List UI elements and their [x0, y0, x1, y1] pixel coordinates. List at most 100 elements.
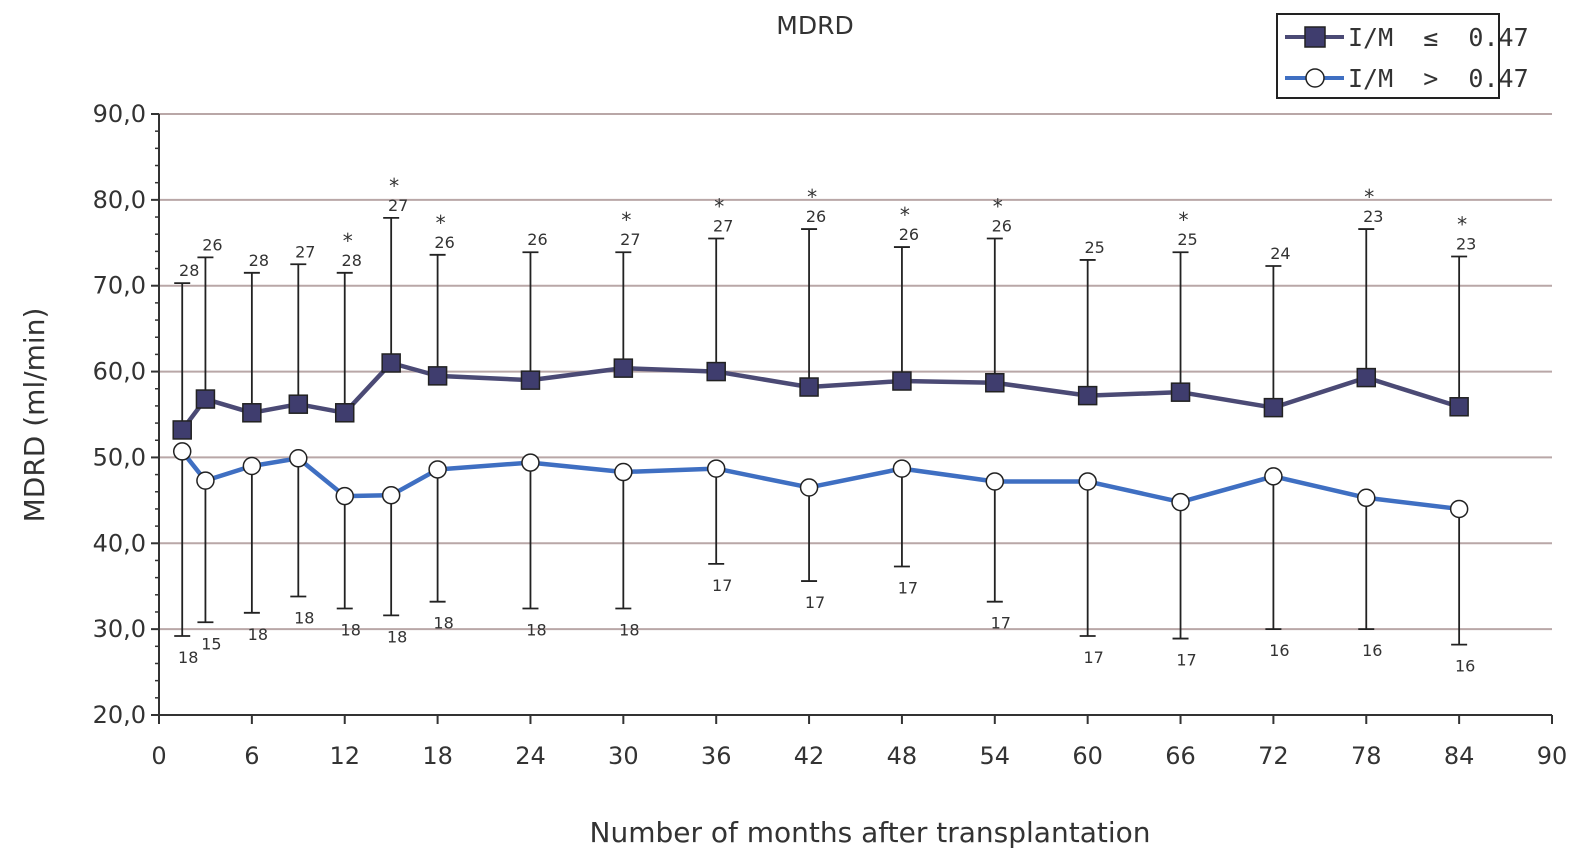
y-tick-label: 50,0	[93, 443, 146, 471]
y-tick-label: 80,0	[93, 186, 146, 214]
data-series	[172, 353, 1469, 519]
x-axis-label: Number of months after transplantation	[590, 816, 1151, 849]
significance-asterisk: *	[621, 208, 631, 232]
series1-point	[799, 377, 819, 397]
series1-n-label: 28	[342, 251, 362, 270]
series2-point	[1078, 472, 1097, 491]
series1-point	[288, 394, 309, 414]
series1-n-label: 26	[992, 216, 1012, 235]
series1-n-label: 26	[899, 225, 919, 244]
series2-n-label: 17	[805, 593, 825, 612]
series2-n-label: 17	[1176, 651, 1196, 670]
series2-point	[799, 478, 819, 497]
series2-point	[196, 471, 215, 490]
x-tick-label: 60	[1072, 742, 1103, 770]
series1-point	[427, 366, 448, 386]
series2-point	[335, 486, 354, 506]
series2-point	[1449, 499, 1469, 519]
legend-series1-label: I/M ≤ 0.47	[1348, 23, 1529, 52]
series2-point	[521, 453, 540, 472]
series2-point	[614, 462, 633, 482]
significance-asterisk: *	[993, 194, 1003, 218]
x-tick-label: 42	[794, 742, 825, 770]
series2-n-label: 18	[294, 609, 314, 628]
series2-n-label: 18	[526, 621, 546, 640]
significance-asterisk: *	[1179, 208, 1189, 232]
x-tick-label: 78	[1351, 742, 1382, 770]
y-tick-label: 70,0	[93, 272, 146, 300]
x-tick-label: 6	[244, 742, 259, 770]
legend-series1-marker	[1304, 26, 1326, 48]
series2-n-label: 18	[433, 614, 453, 633]
series1-point	[613, 358, 634, 378]
series2-point	[1171, 492, 1190, 512]
significance-asterisk: *	[807, 185, 817, 209]
series1-point	[1449, 397, 1469, 417]
series2-n-label: 18	[387, 627, 407, 646]
series2-point	[985, 472, 1005, 491]
x-tick-label: 18	[422, 742, 453, 770]
series1-point	[1263, 397, 1284, 418]
series2-n-label: 16	[1362, 641, 1382, 660]
series1-point	[706, 361, 726, 382]
series1-point	[172, 420, 192, 440]
series2-point	[381, 485, 401, 505]
series1-point	[1170, 382, 1191, 402]
series2-n-label: 17	[991, 614, 1011, 633]
x-tick-label: 66	[1165, 742, 1196, 770]
series2-point	[289, 449, 308, 468]
series1-n-label: 23	[1363, 207, 1383, 226]
series2-n-label: 17	[1083, 648, 1103, 667]
series1-n-label: 26	[527, 230, 547, 249]
series2-n-label: 18	[178, 648, 198, 667]
series1-n-label: 25	[1084, 238, 1104, 257]
x-tick-label: 54	[980, 742, 1011, 770]
x-tick-label: 90	[1537, 742, 1568, 770]
gridlines	[159, 113, 1552, 631]
chart-title: MDRD	[776, 11, 853, 40]
significance-asterisk: *	[436, 211, 446, 235]
legend: I/M ≤ 0.47 I/M > 0.47	[1276, 13, 1529, 99]
series2-point	[1357, 488, 1376, 508]
error-bars	[174, 216, 1468, 646]
series1-n-label: 26	[434, 233, 454, 252]
x-tick-label: 30	[608, 742, 639, 770]
y-axis-label: MDRD (ml/min)	[18, 308, 51, 523]
legend-series2-marker	[1305, 68, 1325, 88]
series1-line	[180, 360, 1460, 432]
series1-point	[381, 353, 401, 373]
series2-n-label: 17	[712, 576, 732, 595]
x-tick-label: 0	[151, 742, 166, 770]
x-tick-label: 84	[1444, 742, 1475, 770]
series1-n-label: 28	[179, 261, 199, 280]
significance-asterisk: *	[1364, 185, 1374, 209]
y-tick-label: 90,0	[93, 100, 146, 128]
series1-n-label: 27	[713, 216, 733, 235]
series2-point	[172, 442, 192, 461]
series1-n-label: 23	[1456, 235, 1476, 254]
series1-n-label: 27	[620, 230, 640, 249]
series1-point	[334, 403, 355, 423]
series1-n-label: 26	[202, 235, 222, 254]
series1-point	[242, 403, 262, 423]
series2-n-label: 18	[341, 621, 361, 640]
x-tick-label: 72	[1258, 742, 1289, 770]
series2-n-label: 16	[1455, 657, 1475, 676]
legend-series2-label: I/M > 0.47	[1348, 64, 1529, 93]
series2-n-label: 16	[1269, 641, 1289, 660]
series2-point	[242, 456, 262, 476]
series1-point	[892, 371, 912, 391]
x-tick-label: 36	[701, 742, 732, 770]
series1-n-label: 27	[388, 196, 408, 215]
series2-point	[892, 459, 912, 478]
series1-point	[195, 389, 216, 409]
series2-n-label: 15	[201, 634, 221, 653]
significance-asterisk: *	[389, 174, 399, 198]
series1-point	[1356, 367, 1377, 388]
series1-n-label: 27	[295, 242, 315, 261]
series1-n-label: 26	[806, 207, 826, 226]
series2-point	[428, 460, 447, 479]
axes: 20,0 30,0 40,0 50,0 60,0 70,0 80,0 90,0 0 6 12 18 24…	[93, 100, 1568, 770]
